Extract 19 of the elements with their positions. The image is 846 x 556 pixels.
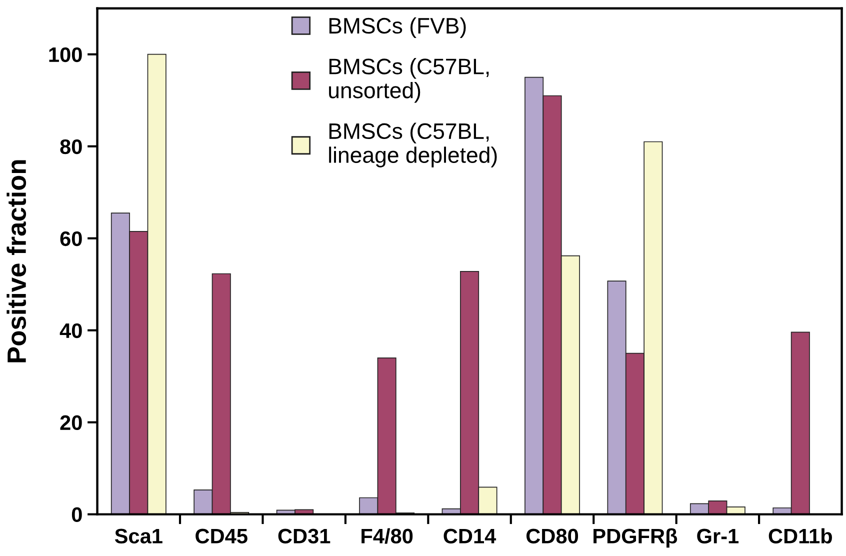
y-tick-label: 0 [72,507,82,522]
y-tick-label: 20 [60,415,82,430]
y-tick-label: 80 [60,139,82,154]
x-tick-label: CD14 [444,528,496,544]
legend-label: BMSCs (C57BL, lineage depleted) [329,122,497,168]
x-tick-label: CD31 [278,528,330,544]
x-tick-label: CD80 [526,528,578,544]
legend-label: BMSCs (C57BL, unsorted) [329,58,489,103]
y-tick-label: 100 [49,47,82,62]
x-tick-label: Sca1 [114,528,162,544]
legend-label: BMSCs (FVB) [329,17,466,38]
x-tick-label: CD45 [196,528,248,544]
y-tick-label: 40 [60,323,82,338]
y-tick-label: 60 [60,231,82,246]
x-tick-label: PDGFRβ [594,528,678,548]
x-tick-label: F4/80 [362,528,413,544]
x-tick-label: CD11b [768,528,832,544]
x-tick-label: Gr-1 [697,528,739,544]
y-axis-title: Positive fraction [6,160,26,362]
